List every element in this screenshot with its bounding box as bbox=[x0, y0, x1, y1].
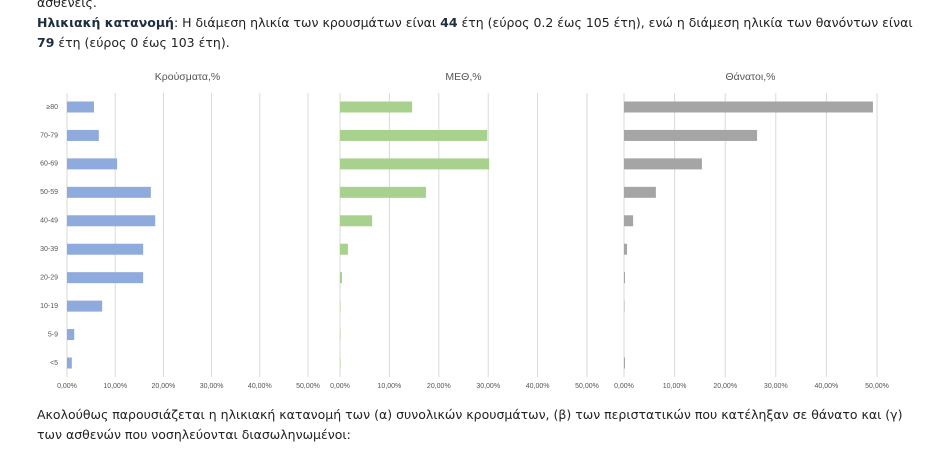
age-paragraph: Ηλικιακή κατανομή: Η διάμεση ηλικία των … bbox=[37, 13, 917, 53]
text: έτη (εύρος 0.2 έως 105 έτη), ενώ η διάμε… bbox=[457, 15, 913, 30]
y-tick-label: 5-9 bbox=[48, 331, 58, 338]
y-tick-label: 20-29 bbox=[40, 275, 58, 282]
x-tick-label: 30,00% bbox=[200, 383, 224, 390]
x-tick-label: 40,00% bbox=[815, 383, 839, 390]
y-tick-label: 50-59 bbox=[40, 189, 58, 196]
next-paragraph: Ακολούθως παρουσιάζεται η ηλικιακή καταν… bbox=[37, 407, 903, 442]
bar bbox=[67, 300, 103, 312]
bar bbox=[624, 215, 634, 227]
bar bbox=[624, 357, 626, 369]
x-tick-label: 10,00% bbox=[663, 383, 687, 390]
x-tick-label: 50,00% bbox=[575, 383, 599, 390]
y-tick-label: 70-79 bbox=[40, 132, 58, 139]
bar bbox=[67, 101, 94, 113]
bar bbox=[67, 215, 156, 227]
chart-title: Θάνατοι,% bbox=[726, 71, 776, 83]
bar bbox=[624, 129, 758, 141]
bar bbox=[624, 272, 626, 284]
x-tick-label: 10,00% bbox=[103, 383, 127, 390]
bar bbox=[624, 101, 873, 113]
bar bbox=[340, 272, 342, 284]
y-tick-label: <5 bbox=[50, 360, 58, 367]
chart-title: Κρούσματα,% bbox=[155, 71, 220, 83]
bar bbox=[340, 129, 488, 141]
bar bbox=[624, 158, 702, 170]
x-tick-label: 40,00% bbox=[526, 383, 550, 390]
bar bbox=[67, 272, 144, 284]
top-line: ασθενείς. bbox=[37, 0, 97, 10]
bold-text: Ηλικιακή κατανομή bbox=[37, 15, 174, 30]
chart-title: ΜΕΘ,% bbox=[445, 71, 481, 83]
bar bbox=[624, 186, 656, 198]
bar bbox=[340, 101, 413, 113]
x-tick-label: 40,00% bbox=[248, 383, 272, 390]
bar bbox=[340, 186, 426, 198]
bar bbox=[340, 215, 373, 227]
bar bbox=[340, 243, 348, 255]
x-tick-label: 0,00% bbox=[57, 383, 77, 390]
x-tick-label: 20,00% bbox=[152, 383, 176, 390]
bar bbox=[67, 357, 72, 369]
y-tick-label: 60-69 bbox=[40, 161, 58, 168]
x-tick-label: 10,00% bbox=[378, 383, 402, 390]
bar bbox=[67, 186, 151, 198]
y-tick-label: 40-49 bbox=[40, 218, 58, 225]
x-tick-label: 50,00% bbox=[296, 383, 320, 390]
bar bbox=[67, 243, 144, 255]
bar bbox=[624, 243, 628, 255]
charts: Κρούσματα,% 0,00% 10,00% 20,00% 30,00% 40,00%… bbox=[40, 71, 889, 390]
x-tick-label: 30,00% bbox=[476, 383, 500, 390]
x-tick-label: 20,00% bbox=[427, 383, 451, 390]
y-tick-label: 30-39 bbox=[40, 246, 58, 253]
bar bbox=[340, 158, 490, 170]
bold-text: 44 bbox=[440, 15, 458, 30]
x-tick-label: 0,00% bbox=[614, 383, 634, 390]
bar bbox=[67, 329, 75, 341]
x-tick-label: 0,00% bbox=[330, 383, 350, 390]
x-tick-label: 20,00% bbox=[713, 383, 737, 390]
bar bbox=[67, 129, 99, 141]
y-tick-label: 10-19 bbox=[40, 303, 58, 310]
x-tick-label: 30,00% bbox=[764, 383, 788, 390]
x-tick-label: 50,00% bbox=[865, 383, 889, 390]
y-tick-label: ≥80 bbox=[46, 104, 58, 111]
bold-text: 79 bbox=[37, 35, 55, 50]
bar bbox=[67, 158, 118, 170]
text: έτη (εύρος 0 έως 103 έτη). bbox=[54, 35, 230, 50]
text: : Η διάμεση ηλικία των κρουσμάτων είναι bbox=[173, 15, 441, 30]
bar bbox=[624, 300, 625, 312]
